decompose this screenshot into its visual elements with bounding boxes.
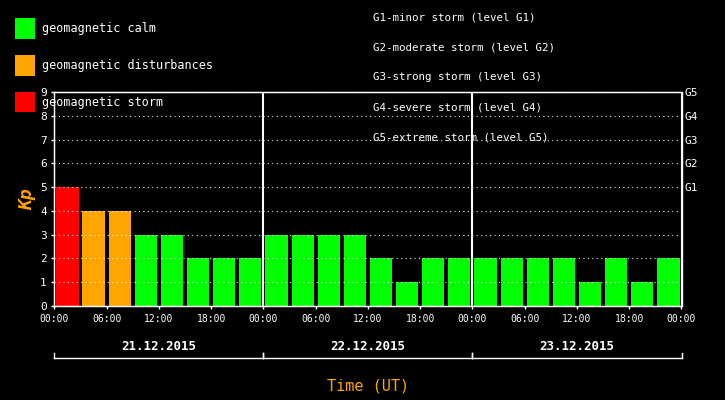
Bar: [83, 211, 104, 306]
Text: Time (UT): Time (UT): [327, 378, 409, 394]
Bar: [187, 258, 210, 306]
Bar: [579, 282, 601, 306]
Bar: [57, 187, 78, 306]
Bar: [161, 235, 183, 306]
Text: G5-extreme storm (level G5): G5-extreme storm (level G5): [373, 132, 549, 142]
Text: geomagnetic disturbances: geomagnetic disturbances: [42, 59, 213, 72]
Text: geomagnetic calm: geomagnetic calm: [42, 22, 156, 35]
Bar: [552, 258, 575, 306]
Bar: [605, 258, 627, 306]
Text: 23.12.2015: 23.12.2015: [539, 340, 615, 352]
Text: 21.12.2015: 21.12.2015: [121, 340, 196, 352]
Bar: [265, 235, 288, 306]
Text: 22.12.2015: 22.12.2015: [331, 340, 405, 352]
Bar: [109, 211, 130, 306]
Bar: [474, 258, 497, 306]
Text: G1-minor storm (level G1): G1-minor storm (level G1): [373, 12, 536, 22]
Bar: [213, 258, 236, 306]
Text: geomagnetic storm: geomagnetic storm: [42, 96, 163, 108]
Bar: [631, 282, 653, 306]
Bar: [291, 235, 314, 306]
Bar: [370, 258, 392, 306]
Bar: [239, 258, 262, 306]
Text: G4-severe storm (level G4): G4-severe storm (level G4): [373, 102, 542, 112]
Bar: [344, 235, 366, 306]
Bar: [500, 258, 523, 306]
Bar: [396, 282, 418, 306]
Bar: [135, 235, 157, 306]
Text: G3-strong storm (level G3): G3-strong storm (level G3): [373, 72, 542, 82]
Y-axis label: Kp: Kp: [18, 188, 36, 210]
Bar: [526, 258, 549, 306]
Bar: [318, 235, 340, 306]
Bar: [422, 258, 444, 306]
Text: G2-moderate storm (level G2): G2-moderate storm (level G2): [373, 42, 555, 52]
Bar: [448, 258, 471, 306]
Bar: [658, 258, 679, 306]
